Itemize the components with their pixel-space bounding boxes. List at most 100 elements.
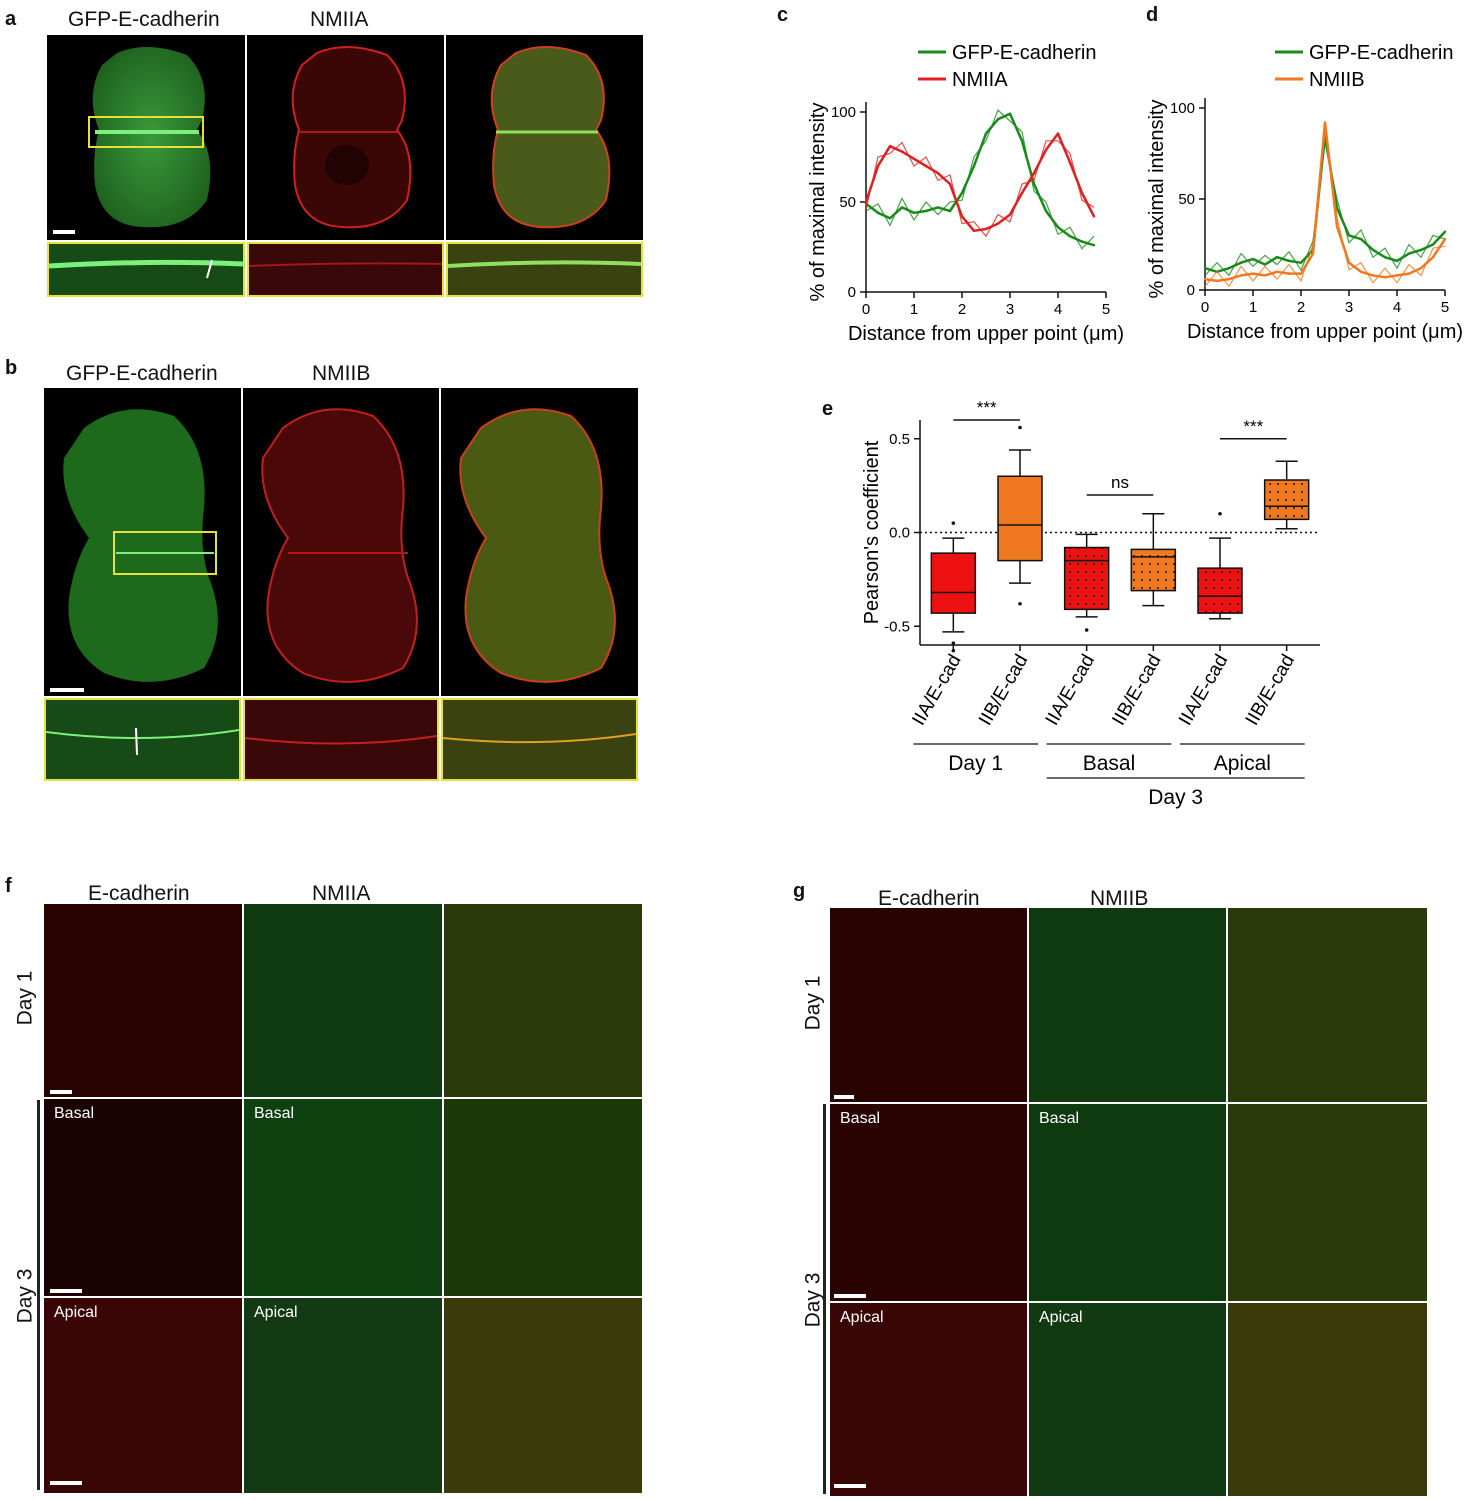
data-point [1347,261,1351,264]
outlier-point [1084,628,1089,632]
data-point [1068,235,1072,238]
series-line-0 [1204,134,1446,274]
cell-pair-gfp-graphic [63,409,218,682]
panel-g-basal-ecad: Basal [830,1104,1027,1301]
data-point [1419,248,1423,252]
series-raw-line-1 [865,140,1095,238]
data-point [888,145,892,148]
panel-a-channel-1: GFP-E-cadherin [68,8,220,31]
cell-pair-nmiia-graphic [291,45,412,229]
apical-label: Apical [1039,1309,1083,1326]
panel-d-letter: d [1146,4,1159,26]
data-point [1407,252,1411,255]
scale-bar [50,1289,82,1293]
panel-b-zoom-nmiib [243,698,439,781]
panel-g-day1-merge [1228,908,1427,1102]
panel-e-letter: e [822,398,834,420]
data-point [1251,272,1255,275]
box-dot-fill [1131,549,1176,591]
apical-label: Apical [840,1309,884,1326]
data-point [960,191,964,195]
data-point [1239,274,1243,277]
data-point [1395,259,1399,263]
data-point [1359,237,1363,241]
scale-bar [50,1090,72,1094]
data-point [1056,226,1060,229]
panel-b-image-merge [441,388,638,696]
data-point [1032,172,1036,175]
panel-g-apical-ecad: Apical [830,1303,1027,1496]
apical-label: Apical [54,1304,98,1321]
data-point [984,132,988,135]
y-tick-label: 0.5 [889,431,910,448]
chart-e: -0.5 0.0 0.5 Pearson's coefficient IIA/E-cad… [861,400,1320,809]
data-point [1032,182,1036,186]
data-point [924,164,928,168]
panel-f-apical-nmiia: Apical [244,1298,442,1493]
panel-g-channel-2: NMIIB [1090,887,1149,910]
y-tick-label: 100 [831,104,856,121]
panel-f-apical-merge [444,1298,642,1493]
y-axis-label: % of maximal intensity [807,103,829,302]
group-label: Basal [1083,752,1136,775]
scale-bar [834,1294,866,1298]
panel-f-channel-1: E-cadherin [88,882,190,905]
series-raw-line-0 [1204,142,1446,277]
data-point [1371,248,1375,252]
panel-f-day1-merge [444,904,642,1097]
data-point [1287,259,1291,263]
data-point [1203,277,1207,281]
panel-b-image-gfp [44,388,241,696]
y-tick-label: 0 [1187,282,1195,299]
panel-g-apical-merge [1228,1303,1427,1496]
data-point [948,209,952,213]
data-point [1371,274,1375,277]
data-point [984,227,988,231]
scale-bar [834,1484,866,1488]
data-point [1251,257,1255,261]
data-point [996,222,1000,225]
significance-label: ns [1111,473,1129,492]
group-label: Day 1 [948,752,1003,775]
basal-label: Basal [1039,1110,1080,1127]
basal-label: Basal [840,1110,881,1127]
panel-b-zoom-merge [441,698,638,781]
scale-bar [834,1095,854,1099]
panel-g-row-day1: Day 1 [801,975,825,1031]
cell-pair-gfp-graphic [88,46,211,228]
data-point [1263,263,1267,266]
panel-f-day1-ecad [44,904,242,1097]
data-point [1347,234,1351,237]
data-point [1056,132,1060,135]
data-point [936,172,940,175]
panel-b-zoom-gfp [44,698,241,781]
x-tick-label: 5 [1441,299,1449,316]
panel-g-row-day3: Day 3 [801,1272,825,1328]
data-point [1275,256,1279,259]
data-point [1359,270,1363,273]
x-tick-label: 0 [862,301,870,318]
data-point [1443,230,1447,233]
data-point [1275,270,1279,273]
panel-a-image-gfp [47,35,245,240]
panel-a-zoom-merge [446,242,643,297]
panel-b-image-nmiib [243,388,439,696]
panel-g-day3-bracket [823,1104,826,1494]
basal-label: Basal [54,1105,95,1122]
data-point [1239,261,1243,264]
cell-pair-nmiib-graphic [261,408,418,683]
panel-g-apical-nmiib: Apical [1029,1303,1226,1496]
panel-a-image-merge [446,35,643,240]
outlier-point [1218,511,1222,516]
data-point [1092,244,1096,247]
panel-c-letter: c [777,4,789,26]
data-point [1407,272,1411,275]
panel-f-letter: f [5,875,12,897]
y-axis-label: Pearson's coefficient [861,440,883,624]
data-point [960,215,964,218]
y-tick-label: 50 [1178,191,1195,208]
cell-pair-merge-graphic [459,408,616,683]
box-dot-fill [1198,568,1242,614]
